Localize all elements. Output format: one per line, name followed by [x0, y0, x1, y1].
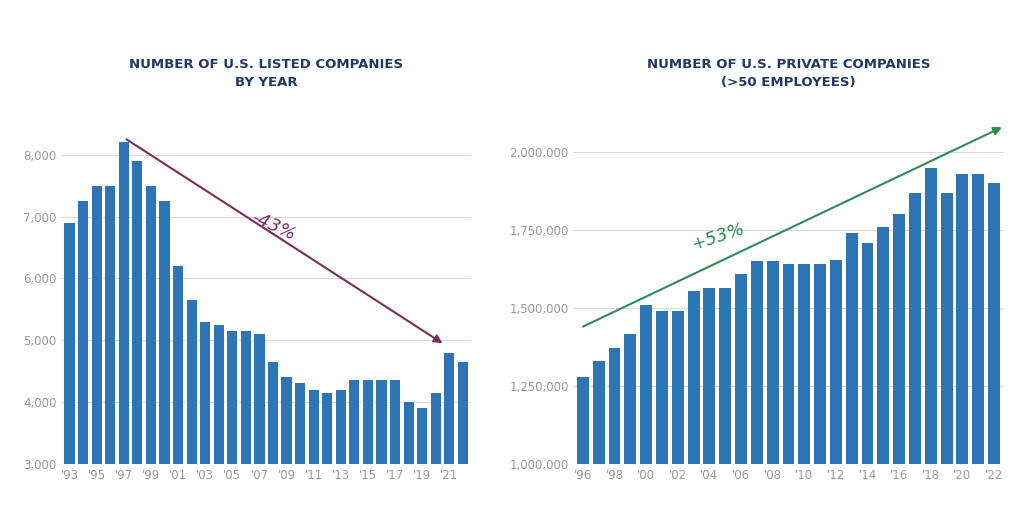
Bar [593, 361, 604, 527]
Bar [830, 260, 842, 527]
Bar [254, 334, 264, 527]
Text: -43%: -43% [248, 208, 298, 244]
Title: NUMBER OF U.S. LISTED COMPANIES
BY YEAR: NUMBER OF U.S. LISTED COMPANIES BY YEAR [129, 58, 403, 89]
Bar [91, 186, 101, 527]
Bar [200, 321, 210, 527]
Bar [672, 311, 684, 527]
Bar [349, 380, 359, 527]
Bar [268, 362, 279, 527]
Bar [78, 201, 88, 527]
Bar [336, 389, 346, 527]
Bar [362, 380, 373, 527]
Bar [173, 266, 183, 527]
Bar [751, 261, 763, 527]
Bar [767, 261, 778, 527]
Bar [799, 265, 810, 527]
Bar [893, 214, 905, 527]
Bar [377, 380, 387, 527]
Bar [925, 168, 937, 527]
Bar [431, 393, 441, 527]
Bar [241, 331, 251, 527]
Bar [735, 274, 746, 527]
Bar [640, 305, 652, 527]
Bar [308, 389, 318, 527]
Bar [119, 142, 129, 527]
Bar [861, 242, 873, 527]
Bar [403, 402, 414, 527]
Bar [444, 353, 455, 527]
Bar [625, 335, 636, 527]
Bar [132, 161, 142, 527]
Bar [186, 300, 197, 527]
Bar [909, 193, 921, 527]
Bar [656, 311, 668, 527]
Text: +53%: +53% [688, 219, 746, 253]
Bar [417, 408, 427, 527]
Bar [878, 227, 889, 527]
Bar [782, 265, 795, 527]
Bar [282, 377, 292, 527]
Bar [688, 291, 699, 527]
Bar [160, 201, 170, 527]
Bar [703, 288, 716, 527]
Bar [973, 174, 984, 527]
Bar [214, 325, 224, 527]
Bar [390, 380, 400, 527]
Bar [814, 265, 826, 527]
Bar [65, 223, 75, 527]
Bar [608, 348, 621, 527]
Bar [227, 331, 238, 527]
Title: NUMBER OF U.S. PRIVATE COMPANIES
(>50 EMPLOYEES): NUMBER OF U.S. PRIVATE COMPANIES (>50 EM… [647, 58, 930, 89]
Bar [941, 193, 952, 527]
Bar [105, 186, 116, 527]
Bar [719, 288, 731, 527]
Bar [846, 233, 858, 527]
Bar [145, 186, 156, 527]
Bar [295, 384, 305, 527]
Bar [988, 183, 1000, 527]
Bar [458, 362, 468, 527]
Bar [577, 376, 589, 527]
Bar [323, 393, 333, 527]
Bar [956, 174, 969, 527]
